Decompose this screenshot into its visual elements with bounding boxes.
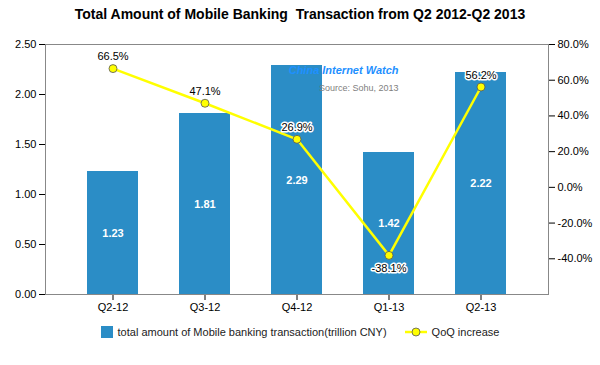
svg-text:-40.0%: -40.0% <box>558 252 593 264</box>
svg-text:-38.1%: -38.1% <box>372 262 407 274</box>
svg-text:Q1-13: Q1-13 <box>374 301 405 313</box>
svg-text:2.22: 2.22 <box>470 177 491 189</box>
svg-text:66.5%: 66.5% <box>97 50 128 62</box>
svg-text:2.00: 2.00 <box>15 88 36 100</box>
svg-text:1.23: 1.23 <box>102 227 123 239</box>
svg-text:26.9%: 26.9% <box>281 121 312 133</box>
svg-text:Q2-13: Q2-13 <box>466 301 497 313</box>
svg-text:56.2%: 56.2% <box>465 69 496 81</box>
svg-text:1.00: 1.00 <box>15 188 36 200</box>
svg-text:2.29: 2.29 <box>286 174 307 186</box>
svg-text:1.50: 1.50 <box>15 138 36 150</box>
svg-text:Q4-12: Q4-12 <box>282 301 313 313</box>
svg-text:1.81: 1.81 <box>194 198 215 210</box>
svg-text:Q3-12: Q3-12 <box>190 301 221 313</box>
svg-text:0.0%: 0.0% <box>558 181 583 193</box>
svg-text:Q2-12: Q2-12 <box>98 301 129 313</box>
svg-text:Source: Sohu, 2013: Source: Sohu, 2013 <box>319 83 399 93</box>
svg-text:1.42: 1.42 <box>378 217 399 229</box>
svg-text:40.0%: 40.0% <box>558 109 589 121</box>
svg-text:-20.0%: -20.0% <box>558 217 593 229</box>
svg-text:0.50: 0.50 <box>15 238 36 250</box>
svg-text:2.50: 2.50 <box>15 38 36 50</box>
html-text:Total Amount of Mobile Banking: Total Amount of Mobile Banking Transacti… <box>74 6 526 22</box>
svg-text:80.0%: 80.0% <box>558 38 589 50</box>
html-text:total amount of Mobile banking: total amount of Mobile banking transacti… <box>117 326 387 338</box>
svg-text:60.0%: 60.0% <box>558 74 589 86</box>
svg-text:China Internet Watch: China Internet Watch <box>289 64 399 76</box>
html-text:QoQ increase: QoQ increase <box>431 326 500 338</box>
svg-text:47.1%: 47.1% <box>189 85 220 97</box>
svg-text:0.00: 0.00 <box>15 288 36 300</box>
svg-text:20.0%: 20.0% <box>558 145 589 157</box>
